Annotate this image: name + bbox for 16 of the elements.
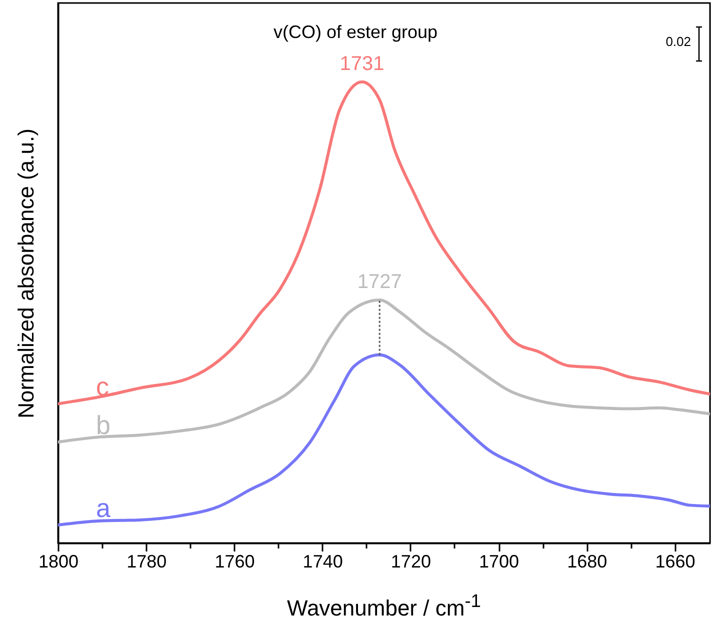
x-tick-label: 1800	[38, 552, 79, 572]
x-tick-label: 1760	[214, 552, 255, 572]
annotation: 1727	[357, 270, 402, 293]
x-tick-label: 1720	[390, 552, 431, 572]
annotation: 1731	[340, 52, 384, 75]
text: v(CO) of ester group	[273, 22, 438, 42]
x-tick-label: 1740	[302, 552, 343, 572]
x-tick-label: 1660	[655, 552, 696, 572]
series-label: a	[96, 493, 111, 524]
text: 0.02	[666, 34, 691, 49]
x-tick-label: 1680	[567, 552, 608, 572]
x-tick-label: 1780	[126, 552, 167, 572]
x-axis-title: Wavenumber / cm$^{-1}$	[286, 590, 482, 622]
y-axis-title: Normalized absorbance (a.u.)	[14, 128, 38, 418]
x-tick-label: 1700	[479, 552, 520, 572]
series-label: b	[96, 410, 110, 440]
